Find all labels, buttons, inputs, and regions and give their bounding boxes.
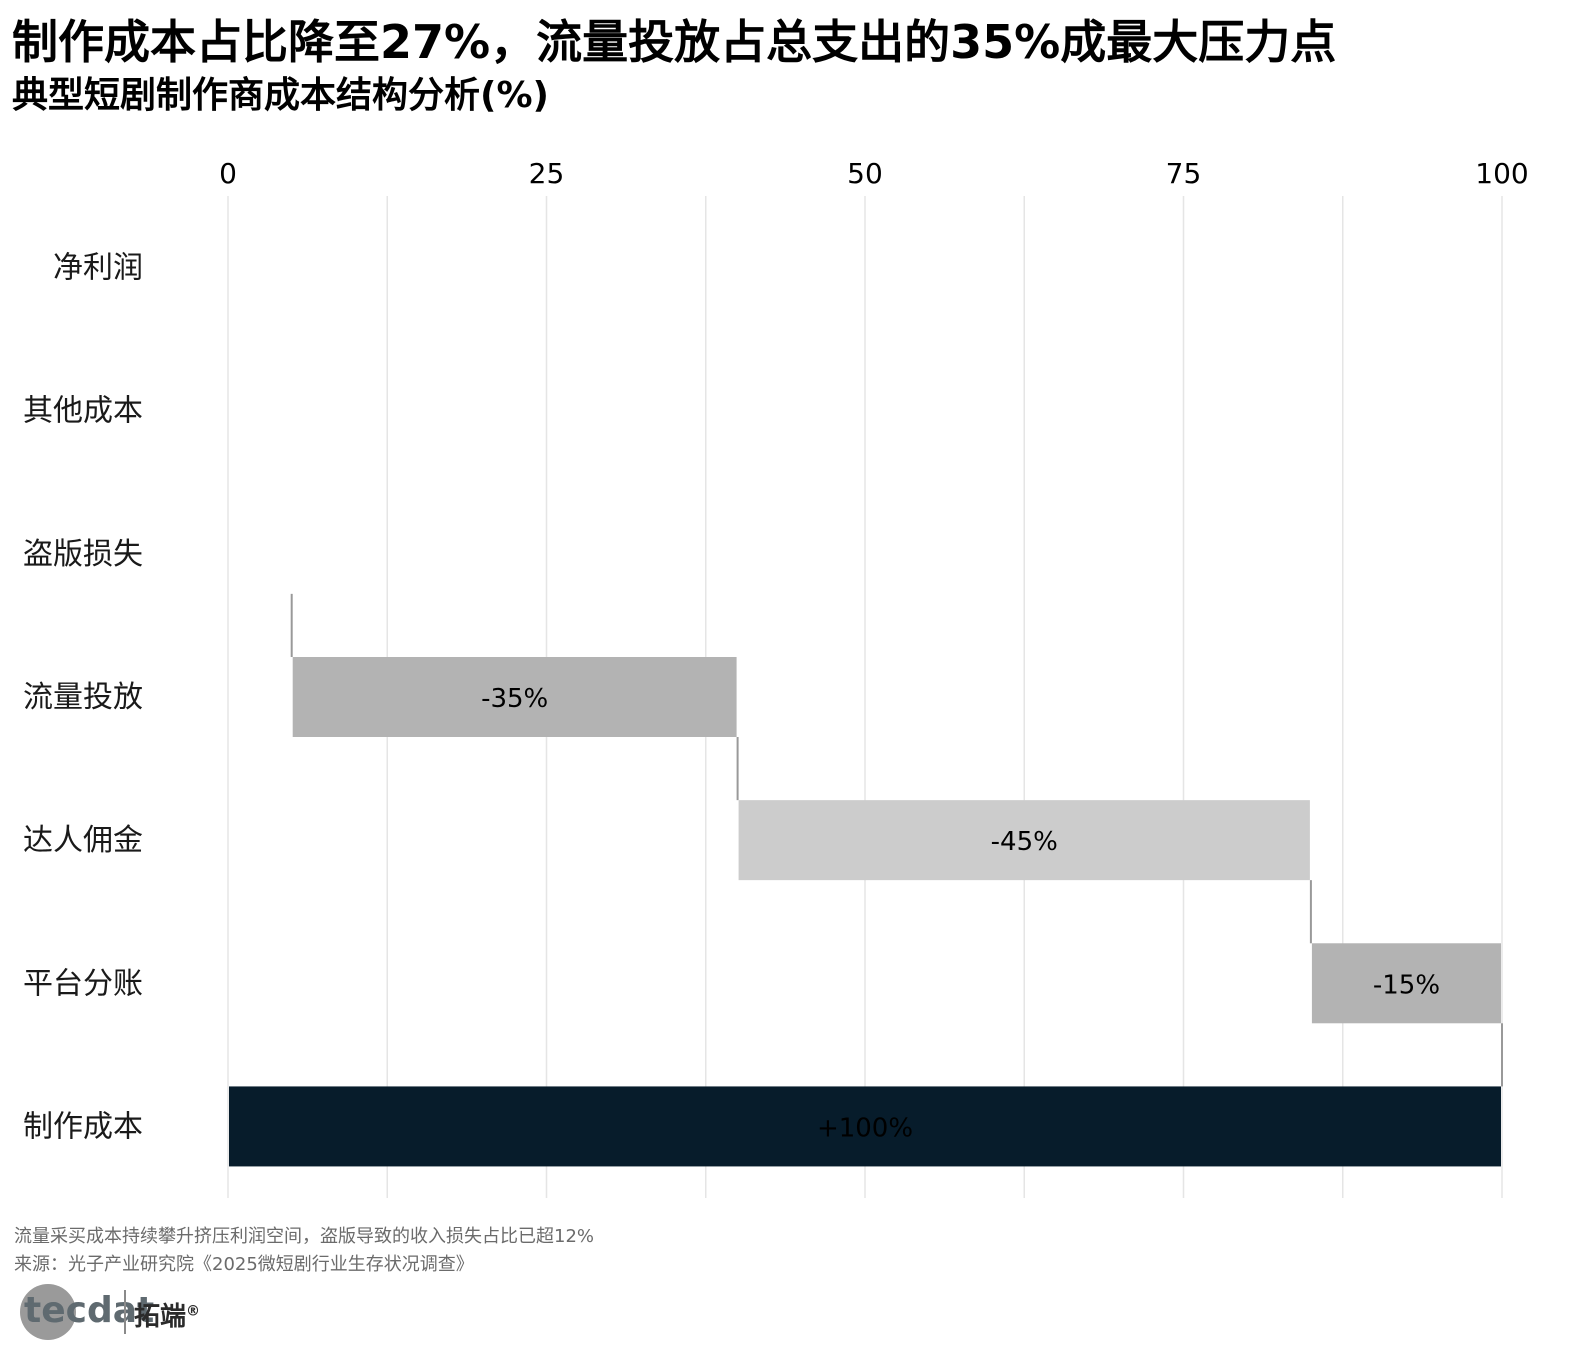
logo-divider (124, 1290, 126, 1334)
chart-source: 来源：光子产业研究院《2025微短剧行业生存状况调查》 (14, 1254, 474, 1275)
x-axis-ticks: 0 25 50 75 100 (219, 157, 1529, 190)
connectors (290, 593, 1503, 1087)
chart-note: 流量采买成本持续攀升挤压利润空间，盗版导致的收入损失占比已超12% (14, 1226, 595, 1247)
x-tick-label: 0 (219, 157, 237, 190)
bar (292, 657, 737, 737)
x-tick-label: 25 (529, 157, 565, 190)
logo-cn-text: 拓端 (134, 1302, 187, 1332)
x-tick-label: 50 (847, 157, 883, 190)
brand-logo: tecdat 拓端® (20, 1284, 260, 1344)
logo-circle-icon (20, 1284, 76, 1340)
logo-chinese: 拓端® (134, 1296, 200, 1333)
bar-labels: +100% -15% -45% -35% (481, 684, 1440, 1143)
bar-value-label: +100% (817, 1113, 913, 1143)
y-category-label: 净利润 (53, 251, 143, 286)
x-tick-label: 75 (1166, 157, 1202, 190)
y-category-label: 盗版损失 (23, 537, 143, 572)
y-category-label: 其他成本 (23, 394, 143, 429)
logo-registered-mark: ® (186, 1303, 201, 1320)
bar (229, 1086, 1501, 1167)
chart-subtitle: 典型短剧制作商成本结构分析(%) (12, 75, 549, 116)
chart-title: 制作成本占比降至27%，流量投放占总支出的35%成最大压力点 (12, 15, 1337, 69)
bar-value-label: -15% (1373, 970, 1440, 1000)
y-category-label: 制作成本 (23, 1109, 143, 1144)
y-category-label: 平台分账 (23, 966, 143, 1001)
y-category-label: 达人佣金 (23, 823, 143, 858)
bar-value-label: -45% (991, 827, 1058, 857)
x-tick-label: 100 (1475, 157, 1528, 190)
bar-value-label: -35% (481, 684, 548, 714)
logo-wordmark: tecdat (24, 1290, 155, 1331)
bar (1311, 943, 1501, 1024)
bar (738, 800, 1310, 881)
y-category-label: 流量投放 (23, 680, 143, 715)
bars (229, 657, 1501, 1167)
